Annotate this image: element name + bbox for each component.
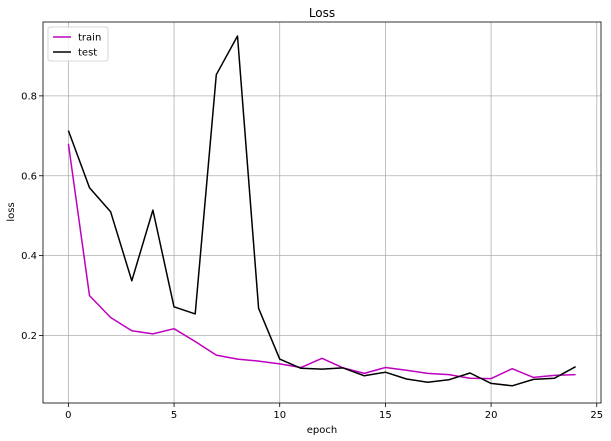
y-tick-label: 0.2 <box>21 331 37 342</box>
y-axis-label: loss <box>6 202 17 221</box>
x-axis-label: epoch <box>307 425 337 436</box>
x-tick-label: 15 <box>379 410 392 421</box>
series-line-test <box>67 35 576 387</box>
series-lines <box>67 35 576 387</box>
legend-label-train: train <box>78 33 101 44</box>
x-tick-label: 0 <box>65 410 71 421</box>
y-tick-label: 0.6 <box>21 171 37 182</box>
y-tick-label: 0.4 <box>21 251 37 262</box>
x-tick-label: 20 <box>485 410 498 421</box>
legend: train test <box>47 26 109 62</box>
x-tick-label: 10 <box>273 410 286 421</box>
ticks: 0 5 10 15 20 25 0.2 0.4 0.6 0.8 <box>21 91 603 421</box>
y-tick-label: 0.8 <box>21 91 37 102</box>
plot-frame <box>42 21 602 404</box>
series-line-train <box>67 143 576 380</box>
x-tick-label: 5 <box>171 410 177 421</box>
x-tick-label: 25 <box>590 410 603 421</box>
grid <box>43 22 601 403</box>
legend-label-test: test <box>78 48 97 59</box>
chart-title: Loss <box>309 6 335 20</box>
